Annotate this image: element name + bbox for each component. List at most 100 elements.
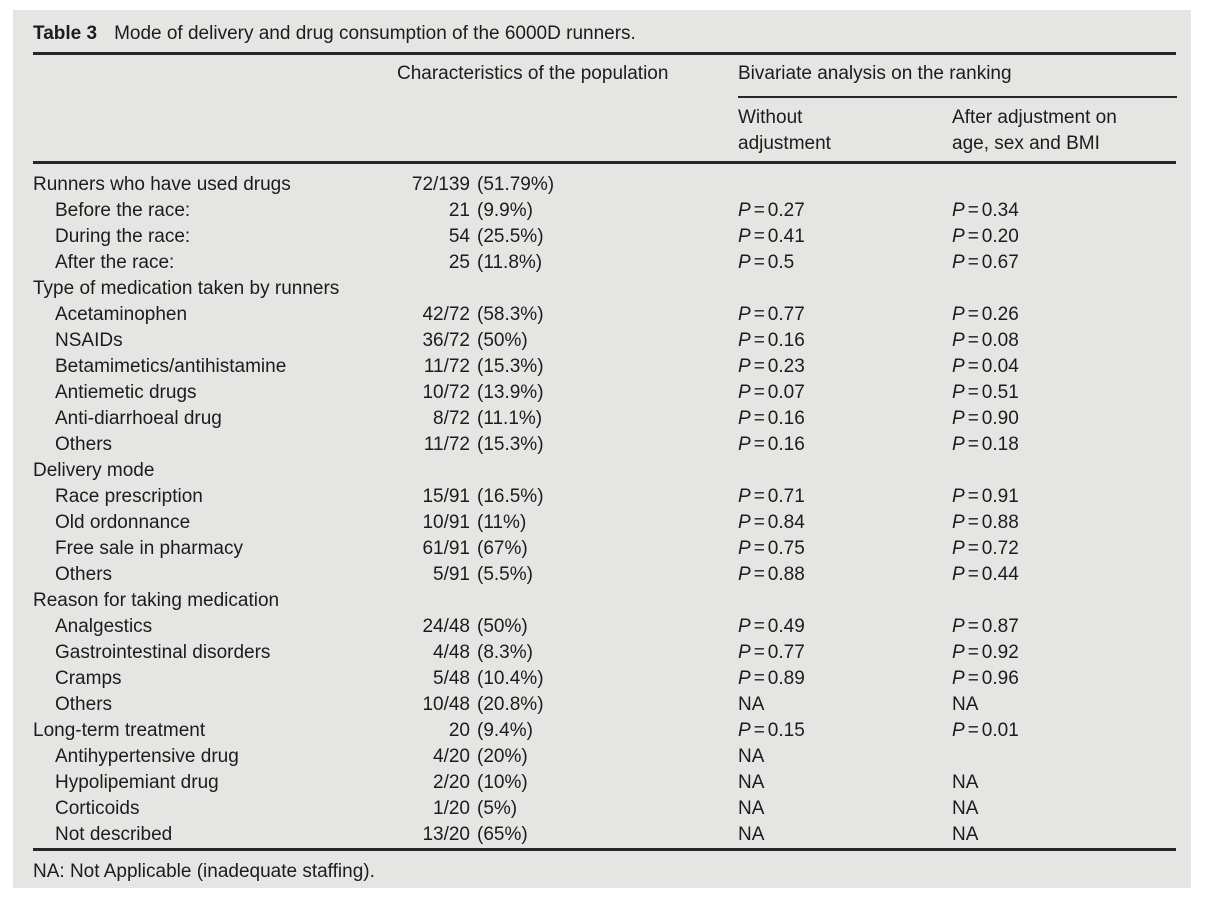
characteristics-count: 11/72 — [423, 434, 470, 455]
row-p-without-adjustment: NA — [738, 694, 765, 715]
p-value: 0.91 — [981, 486, 1019, 507]
equals-sign: = — [753, 382, 765, 403]
equals-sign: = — [753, 720, 765, 741]
row-p-without-adjustment: NA — [738, 772, 765, 793]
row-p-after-adjustment: P = 0.87 — [952, 614, 1177, 640]
table-row: Anti-diarrhoeal drug 8/72 (11.1%) P = 0.16 P = 0… — [33, 406, 1176, 432]
row-p-after-adjustment — [952, 276, 1177, 302]
row-label: Free sale in pharmacy — [55, 538, 243, 559]
equals-sign: = — [967, 668, 979, 689]
row-characteristics-value: 42/72 (58.3%) — [397, 302, 738, 328]
p-value: 0.27 — [767, 200, 805, 221]
p-value: 0.16 — [767, 408, 805, 429]
p-symbol: P — [952, 408, 965, 429]
characteristics-percent: (11.1%) — [477, 408, 543, 429]
row-characteristics-value: 21 (9.9%) — [397, 198, 738, 224]
row-characteristics-value: 10/91 (11%) — [397, 510, 738, 536]
row-characteristics-value: 20 (9.4%) — [397, 718, 738, 744]
row-p-after-adjustment: P = 0.18 — [952, 432, 1177, 458]
row-label: During the race: — [55, 226, 191, 247]
row-p-after-adjustment: P = 0.91 — [952, 484, 1177, 510]
equals-sign: = — [753, 356, 765, 377]
row-label: Hypolipemiant drug — [55, 772, 219, 793]
equals-sign: = — [967, 538, 979, 559]
p-symbol: P — [738, 434, 751, 455]
equals-sign: = — [967, 720, 979, 741]
row-p-without-adjustment: P = 0.07 — [738, 380, 952, 406]
table-row: Free sale in pharmacy 61/91 (67%) P = 0.75 P = 0… — [33, 536, 1176, 562]
equals-sign: = — [753, 564, 765, 585]
row-label: Others — [55, 434, 113, 455]
row-p-after-adjustment: P = 0.92 — [952, 640, 1177, 666]
row-label: Not described — [55, 824, 173, 845]
row-p-without-adjustment: P = 0.27 — [738, 198, 952, 224]
characteristics-count: 11/72 — [423, 356, 470, 377]
top-rule — [33, 52, 1176, 55]
table-title: Table 3 Mode of delivery and drug consump… — [33, 10, 1176, 52]
characteristics-count: 13/20 — [422, 824, 470, 845]
p-symbol: P — [738, 538, 751, 559]
table-section-row: Type of medication taken by runners — [33, 276, 1176, 302]
characteristics-count: 4/20 — [433, 746, 470, 767]
row-p-without-adjustment: P = 0.41 — [738, 224, 952, 250]
characteristics-count: 36/72 — [422, 330, 470, 351]
row-p-after-adjustment: P = 0.72 — [952, 536, 1177, 562]
p-value: 0.84 — [767, 512, 805, 533]
bottom-rule — [33, 848, 1176, 851]
characteristics-count: 1/20 — [433, 798, 470, 819]
row-characteristics-value: 24/48 (50%) — [397, 614, 738, 640]
bivariate-subrule — [738, 96, 1177, 98]
row-label: Old ordonnance — [55, 512, 191, 533]
characteristics-percent: (65%) — [477, 824, 528, 845]
row-characteristics-value: 1/20 (5%) — [397, 796, 738, 822]
row-characteristics-value: 15/91 (16.5%) — [397, 484, 738, 510]
row-characteristics-value: 10/72 (13.9%) — [397, 380, 738, 406]
row-characteristics-value: 4/48 (8.3%) — [397, 640, 738, 666]
equals-sign: = — [967, 330, 979, 351]
p-value: 0.49 — [767, 616, 805, 637]
characteristics-percent: (10%) — [477, 772, 528, 793]
table-row: Others 10/48 (20.8%) NA NA — [33, 692, 1176, 718]
row-p-after-adjustment: P = 0.04 — [952, 354, 1177, 380]
equals-sign: = — [967, 356, 979, 377]
p-symbol: P — [952, 356, 965, 377]
col-header-after-adjustment: After adjustment on age, sex and BMI — [952, 107, 1117, 154]
characteristics-percent: (50%) — [477, 330, 528, 351]
table-content: Table 3 Mode of delivery and drug consump… — [13, 10, 1191, 884]
row-label: Anti-diarrhoeal drug — [55, 408, 222, 429]
table-row: Others 5/91 (5.5%) P = 0.88 P = 0.44 — [33, 562, 1176, 588]
header-rule — [33, 161, 1176, 164]
equals-sign: = — [967, 304, 979, 325]
table-row: Cramps 5/48 (10.4%) P = 0.89 P = 0.96 — [33, 666, 1176, 692]
equals-sign: = — [753, 538, 765, 559]
row-label: Cramps — [55, 668, 122, 689]
row-p-after-adjustment: P = 0.88 — [952, 510, 1177, 536]
table-number: Table 3 — [33, 23, 98, 44]
p-symbol: P — [952, 304, 965, 325]
equals-sign: = — [967, 642, 979, 663]
p-symbol: P — [952, 616, 965, 637]
equals-sign: = — [967, 564, 979, 585]
row-p-without-adjustment: NA — [738, 746, 765, 767]
row-p-after-adjustment: P = 0.34 — [952, 198, 1177, 224]
p-value: 0.89 — [767, 668, 805, 689]
row-label: Reason for taking medication — [33, 590, 280, 611]
equals-sign: = — [753, 486, 765, 507]
p-value: 0.16 — [767, 434, 805, 455]
row-p-without-adjustment: P = 0.16 — [738, 432, 952, 458]
p-symbol: P — [738, 200, 751, 221]
row-p-without-adjustment: NA — [738, 798, 765, 819]
p-symbol: P — [952, 382, 965, 403]
characteristics-count: 54 — [448, 226, 470, 247]
equals-sign: = — [967, 486, 979, 507]
p-value: 0.41 — [767, 226, 805, 247]
row-p-without-adjustment: P = 0.23 — [738, 354, 952, 380]
row-p-without-adjustment — [738, 172, 952, 198]
characteristics-count: 24/48 — [422, 616, 470, 637]
equals-sign: = — [753, 616, 765, 637]
characteristics-count: 15/91 — [422, 486, 470, 507]
row-characteristics-value — [397, 458, 738, 484]
row-p-without-adjustment: P = 0.71 — [738, 484, 952, 510]
table-panel: Table 3 Mode of delivery and drug consump… — [13, 10, 1191, 888]
row-p-after-adjustment — [952, 458, 1177, 484]
